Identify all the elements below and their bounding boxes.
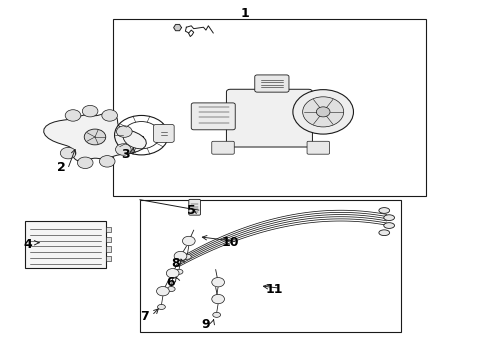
Circle shape xyxy=(84,129,106,145)
Text: 11: 11 xyxy=(266,283,283,296)
Circle shape xyxy=(102,110,118,121)
Circle shape xyxy=(303,97,343,127)
Circle shape xyxy=(116,144,131,155)
Circle shape xyxy=(166,269,179,278)
Ellipse shape xyxy=(213,312,220,318)
FancyBboxPatch shape xyxy=(154,125,174,142)
Ellipse shape xyxy=(379,208,390,213)
Ellipse shape xyxy=(384,223,394,228)
Text: 1: 1 xyxy=(241,7,249,20)
Polygon shape xyxy=(44,113,147,161)
Bar xyxy=(106,256,111,261)
Circle shape xyxy=(317,107,330,117)
FancyBboxPatch shape xyxy=(255,75,289,92)
Circle shape xyxy=(174,251,187,261)
Circle shape xyxy=(212,278,224,287)
Circle shape xyxy=(117,126,132,137)
FancyBboxPatch shape xyxy=(189,199,200,215)
FancyBboxPatch shape xyxy=(212,141,234,154)
Bar xyxy=(25,221,106,268)
Text: 4: 4 xyxy=(23,238,32,251)
FancyBboxPatch shape xyxy=(307,141,330,154)
Ellipse shape xyxy=(167,287,175,292)
Bar xyxy=(140,200,401,332)
Text: 2: 2 xyxy=(57,161,66,174)
Ellipse shape xyxy=(158,305,165,310)
Text: 5: 5 xyxy=(187,204,196,217)
Circle shape xyxy=(99,156,115,167)
FancyBboxPatch shape xyxy=(226,89,313,147)
Ellipse shape xyxy=(379,230,390,235)
Text: 10: 10 xyxy=(221,236,239,249)
Ellipse shape xyxy=(183,254,191,259)
Circle shape xyxy=(157,287,169,296)
Circle shape xyxy=(65,110,81,121)
Text: 3: 3 xyxy=(121,148,129,161)
Circle shape xyxy=(293,90,353,134)
Circle shape xyxy=(60,147,76,159)
FancyBboxPatch shape xyxy=(191,103,235,130)
Polygon shape xyxy=(173,24,181,31)
Bar xyxy=(106,237,111,242)
Bar xyxy=(113,19,426,196)
Ellipse shape xyxy=(175,269,183,274)
Text: 9: 9 xyxy=(201,318,210,331)
Ellipse shape xyxy=(384,215,394,221)
Circle shape xyxy=(182,236,195,246)
Circle shape xyxy=(212,294,224,304)
Text: 6: 6 xyxy=(167,276,175,289)
Circle shape xyxy=(77,157,93,168)
Ellipse shape xyxy=(213,296,220,301)
Text: 7: 7 xyxy=(141,310,149,324)
Bar xyxy=(106,227,111,232)
Bar xyxy=(106,246,111,252)
Text: 8: 8 xyxy=(172,257,180,270)
Circle shape xyxy=(82,105,98,117)
